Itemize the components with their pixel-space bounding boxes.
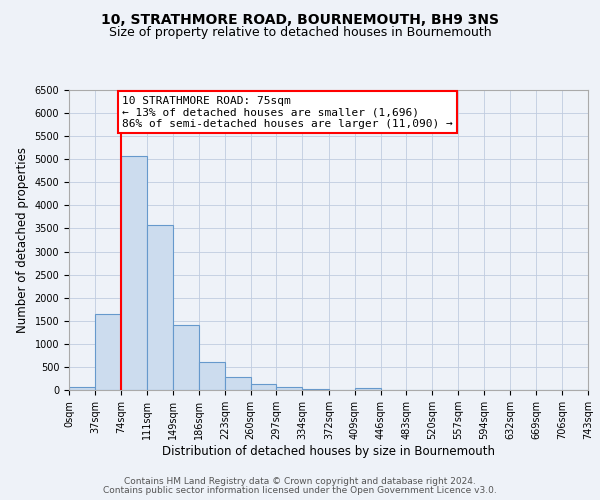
Bar: [199, 362, 225, 390]
Bar: [225, 376, 251, 390]
Text: Contains HM Land Registry data © Crown copyright and database right 2024.: Contains HM Land Registry data © Crown c…: [124, 477, 476, 486]
X-axis label: Distribution of detached houses by size in Bournemouth: Distribution of detached houses by size …: [162, 445, 495, 458]
Bar: [95, 314, 121, 390]
Bar: [173, 326, 199, 390]
Bar: [251, 384, 277, 390]
Text: Contains public sector information licensed under the Open Government Licence v3: Contains public sector information licen…: [103, 486, 497, 495]
Bar: [146, 225, 173, 390]
Bar: [121, 156, 146, 390]
Y-axis label: Number of detached properties: Number of detached properties: [16, 147, 29, 333]
Bar: [355, 388, 380, 390]
Text: 10, STRATHMORE ROAD, BOURNEMOUTH, BH9 3NS: 10, STRATHMORE ROAD, BOURNEMOUTH, BH9 3N…: [101, 12, 499, 26]
Text: 10 STRATHMORE ROAD: 75sqm
← 13% of detached houses are smaller (1,696)
86% of se: 10 STRATHMORE ROAD: 75sqm ← 13% of detac…: [122, 96, 453, 128]
Bar: [69, 387, 95, 390]
Text: Size of property relative to detached houses in Bournemouth: Size of property relative to detached ho…: [109, 26, 491, 39]
Bar: [277, 388, 302, 390]
